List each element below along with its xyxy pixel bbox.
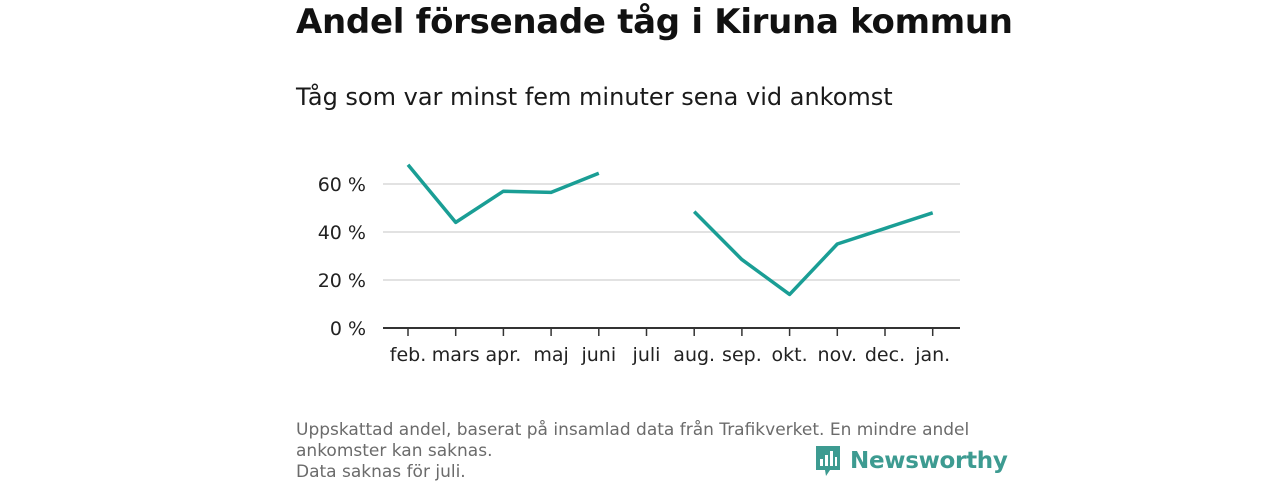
series-lines bbox=[406, 163, 934, 297]
footnote-source: Uppskattad andel, baserat på insamlad da… bbox=[296, 420, 970, 461]
y-tick-label: 40 % bbox=[318, 222, 366, 244]
x-tick-label: maj bbox=[533, 344, 568, 366]
x-tick-label: okt. bbox=[772, 344, 808, 366]
gridlines bbox=[383, 183, 960, 281]
brand-logo: Newsworthy bbox=[814, 444, 1008, 478]
chart-title: Andel försenade tåg i Kiruna kommun bbox=[296, 2, 1013, 42]
y-tick-label: 60 % bbox=[318, 174, 366, 196]
series-line-segment bbox=[406, 163, 600, 225]
x-tick-label: mars bbox=[432, 344, 480, 366]
x-tick-label: nov. bbox=[818, 344, 857, 366]
chart-subtitle: Tåg som var minst fem minuter sena vid a… bbox=[296, 83, 893, 111]
y-tick-label: 20 % bbox=[318, 270, 366, 292]
y-tick-label: 0 % bbox=[330, 318, 366, 340]
x-tick-labels: feb. mars apr. maj juni juli aug. sep. okt. nov. d… bbox=[390, 344, 950, 366]
footnote: Uppskattad andel, baserat på insamlad da… bbox=[296, 420, 986, 483]
footnote-missing-data: Data saknas för juli. bbox=[296, 462, 466, 482]
series-line-segment bbox=[692, 210, 934, 297]
line-chart: 0 % 20 % 40 % 60 % feb. mars apr. maj juni juli a… bbox=[318, 163, 960, 366]
x-tick-label: jan. bbox=[914, 344, 950, 366]
x-tick-label: feb. bbox=[390, 344, 426, 366]
bar-chart-speech-icon bbox=[816, 446, 840, 476]
x-axis bbox=[383, 327, 960, 336]
x-tick-label: juli bbox=[632, 344, 661, 366]
brand-name: Newsworthy bbox=[850, 448, 1008, 474]
x-tick-label: juni bbox=[580, 344, 616, 366]
x-tick-label: dec. bbox=[865, 344, 905, 366]
y-tick-labels: 0 % 20 % 40 % 60 % bbox=[318, 174, 366, 340]
x-tick-label: aug. bbox=[673, 344, 715, 366]
x-tick-label: apr. bbox=[485, 344, 521, 366]
x-tick-label: sep. bbox=[722, 344, 762, 366]
